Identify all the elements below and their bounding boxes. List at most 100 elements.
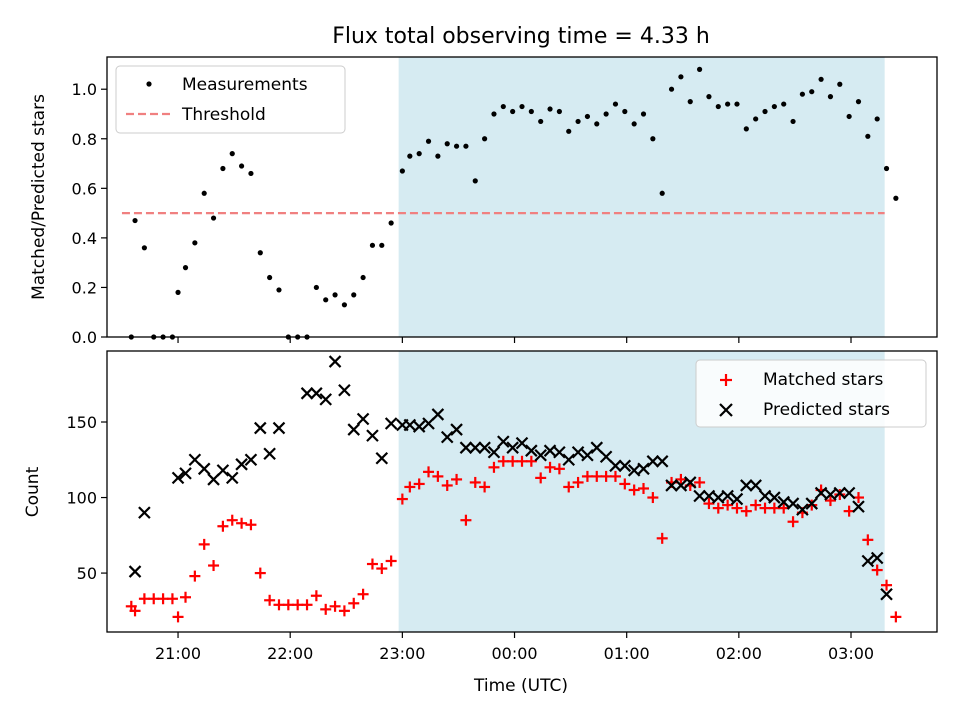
matched-star-point bbox=[396, 493, 408, 505]
measurement-point bbox=[846, 113, 852, 120]
predicted-star-point bbox=[693, 489, 706, 503]
matched-star-point bbox=[722, 499, 734, 511]
measurement-point bbox=[257, 250, 263, 256]
top-legend-box bbox=[115, 65, 346, 134]
matched-star-point bbox=[703, 498, 715, 510]
predicted-star-point bbox=[254, 421, 267, 435]
measurement-point bbox=[556, 108, 562, 115]
measurement-point bbox=[818, 76, 824, 82]
x-tick-label: 21:00 bbox=[155, 644, 201, 663]
measurement-point bbox=[425, 138, 432, 144]
predicted-star-point bbox=[478, 441, 491, 454]
measurement-point bbox=[837, 81, 843, 87]
measurement-point bbox=[640, 111, 647, 117]
predicted-star-point bbox=[300, 387, 314, 400]
measurement-point bbox=[799, 91, 806, 97]
predicted-star-point bbox=[384, 417, 398, 430]
predicted-star-point bbox=[431, 408, 445, 421]
matched-star-point bbox=[740, 505, 752, 517]
legend-measurements-label: Measurements bbox=[182, 75, 308, 95]
legend-predicted-marker bbox=[719, 403, 733, 417]
measurement-point bbox=[743, 126, 749, 132]
top-x-ticks bbox=[177, 337, 852, 343]
matched-star-point bbox=[824, 495, 836, 507]
matched-star-point bbox=[544, 461, 556, 473]
matched-star-point bbox=[881, 579, 893, 591]
measurement-point bbox=[491, 111, 497, 117]
y-tick-label: 150 bbox=[66, 413, 97, 432]
x-tick-label: 22:00 bbox=[267, 644, 313, 663]
matched-star-point bbox=[497, 455, 509, 467]
measurement-point bbox=[276, 287, 282, 293]
matched-star-point bbox=[423, 466, 435, 478]
matched-star-point bbox=[638, 482, 650, 494]
measurement-point bbox=[201, 190, 207, 196]
matched-star-point bbox=[563, 481, 575, 493]
measurement-point bbox=[528, 108, 534, 115]
legend-matched-label: Matched stars bbox=[763, 370, 883, 390]
matched-star-point bbox=[768, 502, 780, 514]
measurement-point bbox=[612, 101, 619, 107]
predicted-star-point bbox=[515, 436, 529, 450]
predicted-star-point bbox=[618, 459, 632, 473]
measurement-point bbox=[715, 103, 721, 110]
predicted-star-point bbox=[216, 464, 230, 477]
predicted-star-point bbox=[356, 412, 370, 426]
predicted-star-point bbox=[646, 455, 660, 468]
measurement-point bbox=[500, 103, 506, 110]
bottom-axes-frame bbox=[106, 350, 938, 633]
matched-star-point bbox=[507, 455, 519, 467]
measurement-point bbox=[238, 163, 245, 169]
top-panel: 0.0 0.2 0.4 0.6 0.8 1.0 Matched/Predicted sta… bbox=[29, 56, 938, 347]
measurement-point bbox=[883, 165, 890, 172]
measurement-point bbox=[399, 168, 405, 174]
measurement-point bbox=[827, 94, 834, 100]
matched-star-point bbox=[413, 478, 425, 490]
predicted-star-point bbox=[138, 506, 151, 519]
predicted-star-point bbox=[497, 435, 510, 448]
predicted-star-point bbox=[683, 476, 697, 489]
matched-star-point bbox=[628, 484, 640, 496]
measurement-point bbox=[781, 101, 787, 107]
matched-star-point bbox=[301, 599, 313, 611]
matched-star-point bbox=[148, 593, 160, 605]
predicted-star-point bbox=[740, 479, 753, 492]
measurement-point bbox=[538, 118, 544, 125]
measurement-point bbox=[706, 94, 712, 100]
predicted-star-point bbox=[366, 429, 379, 442]
x-tick-label: 00:00 bbox=[491, 644, 537, 663]
bottom-legend-box bbox=[695, 359, 927, 428]
x-tick-label: 23:00 bbox=[379, 644, 425, 663]
predicted-star-point bbox=[207, 473, 220, 486]
matched-star-point bbox=[862, 534, 874, 546]
predicted-star-point bbox=[525, 444, 538, 457]
measurement-point bbox=[323, 297, 329, 303]
matched-star-point bbox=[516, 455, 528, 467]
predicted-star-point bbox=[375, 451, 389, 465]
bottom-y-axis-label: Count bbox=[23, 466, 43, 517]
predicted-star-point bbox=[880, 587, 893, 601]
count-points bbox=[125, 355, 902, 623]
measurement-point bbox=[603, 111, 609, 117]
bottom-legend: Matched stars Predicted stars bbox=[695, 359, 927, 428]
matched-star-point bbox=[282, 599, 294, 611]
matched-star-point bbox=[254, 567, 266, 579]
predicted-star-point bbox=[506, 441, 519, 454]
measurement-point bbox=[332, 292, 338, 298]
measurement-point bbox=[248, 170, 254, 177]
predicted-star-point bbox=[861, 554, 875, 568]
measurement-point bbox=[407, 153, 413, 159]
measurement-point bbox=[809, 89, 815, 95]
matched-star-point bbox=[166, 593, 178, 605]
measurement-point bbox=[855, 99, 862, 105]
matched-star-point bbox=[236, 517, 248, 529]
predicted-star-point bbox=[450, 423, 463, 436]
predicted-star-point bbox=[730, 492, 744, 506]
measurement-point bbox=[874, 116, 880, 122]
predicted-star-point bbox=[459, 441, 473, 454]
matched-star-point bbox=[572, 476, 584, 488]
top-y-ticks: 0.0 0.2 0.4 0.6 0.8 1.0 bbox=[72, 80, 107, 347]
matched-star-point bbox=[348, 597, 360, 609]
matched-star-point bbox=[310, 590, 322, 602]
